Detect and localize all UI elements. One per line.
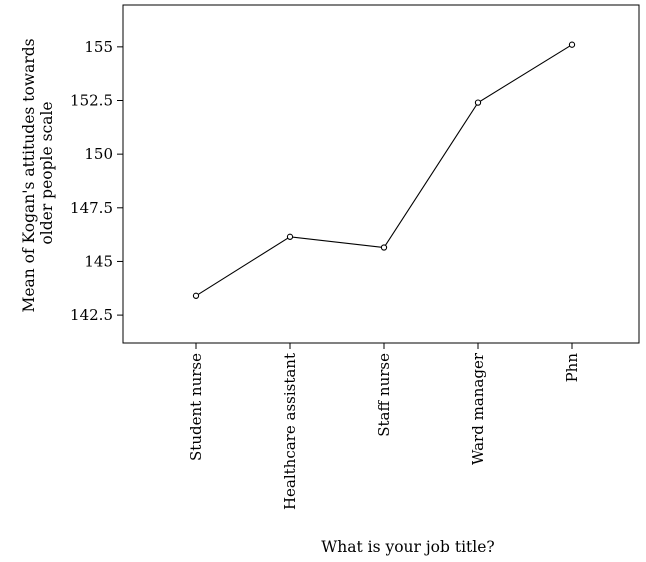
x-axis: Student nurse Healthcare assistant Staff n…	[187, 343, 581, 510]
x-category-label-0: Student nurse	[187, 353, 205, 461]
x-category-label-4: Phn	[563, 353, 581, 383]
y-axis-title: Mean of Kogan's attitudes towards older …	[20, 33, 56, 312]
x-category-label-1: Healthcare assistant	[281, 353, 299, 510]
y-tick-label-4: 152.5	[70, 91, 113, 109]
x-category-label-2: Staff nurse	[375, 353, 393, 437]
data-point-0-3	[474, 99, 482, 106]
data-point-0-2	[380, 244, 388, 251]
y-axis-title-line-2: older people scale	[38, 101, 56, 244]
data-point-0-1	[286, 233, 294, 240]
y-tick-label-2: 147.5	[70, 199, 113, 217]
data-point-0-0	[192, 292, 200, 299]
plot-frame	[122, 4, 640, 344]
y-tick-label-0: 142.5	[70, 306, 113, 324]
y-axis: 142.5 145 147.5 150 152.5 155	[70, 38, 123, 324]
series-layer	[192, 41, 576, 299]
x-axis-title: What is your job title?	[321, 538, 494, 556]
data-point-0-4	[568, 41, 576, 48]
x-category-label-3: Ward manager	[469, 352, 487, 465]
y-tick-label-5: 155	[84, 38, 113, 56]
y-tick-label-3: 150	[84, 145, 113, 163]
series-line-0	[195, 44, 573, 297]
y-axis-title-line-1: Mean of Kogan's attitudes towards	[20, 38, 38, 312]
y-tick-label-1: 145	[84, 252, 113, 270]
